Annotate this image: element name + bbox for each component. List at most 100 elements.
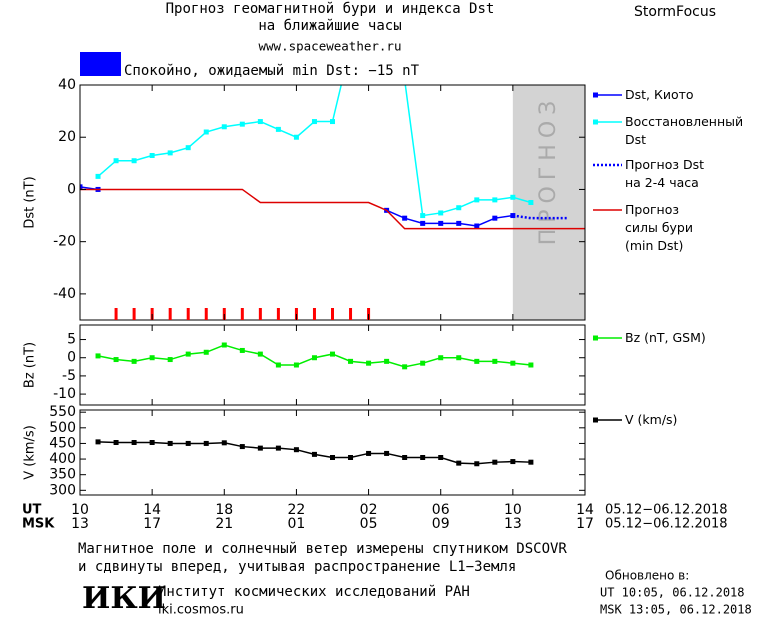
legend-label: V (km/s) [625, 412, 678, 427]
y-tick-label: 20 [58, 129, 76, 145]
point [257, 119, 263, 125]
x-tick-label: 13 [71, 516, 89, 532]
point [257, 351, 263, 357]
x-tick-label: 10 [71, 502, 89, 518]
point [474, 461, 480, 467]
point [348, 455, 354, 460]
point [492, 459, 498, 465]
point [510, 459, 516, 465]
legend-label: Dst, Киото [625, 87, 694, 102]
x-tick-label: 18 [215, 502, 233, 518]
footer-note: Магнитное поле и солнечный ветер измерен… [78, 541, 567, 575]
status-swatch [80, 52, 121, 76]
point [239, 347, 245, 353]
y-tick-label: 40 [58, 77, 76, 93]
y-tick-label: 550 [49, 404, 76, 420]
point [492, 358, 498, 364]
point [492, 197, 498, 203]
y-tick-label: 450 [49, 435, 76, 451]
x-tick-label: 14 [576, 502, 594, 518]
plot-area: ПРОГНОЗ [80, 85, 585, 320]
y-tick-label: 5 [67, 332, 76, 348]
point [275, 126, 281, 132]
x-tick-label: 05 [360, 516, 378, 532]
point [293, 134, 299, 140]
y-tick-label: 500 [49, 420, 76, 436]
url: www.spaceweather.ru [259, 39, 402, 54]
x-tick-label: 17 [143, 516, 161, 532]
point [510, 194, 516, 200]
status-text: Спокойно, ожидаемый min Dst: −15 nT [124, 63, 420, 79]
range-label: 05.12−06.12.2018 [605, 517, 728, 532]
point [528, 362, 534, 368]
point [185, 351, 191, 357]
forecast-region [512, 85, 585, 320]
updated-ut: UT 10:05, 06.12.2018 [600, 586, 745, 600]
x-axis-label: UT [22, 503, 42, 518]
point [275, 362, 281, 368]
point [528, 459, 534, 465]
x-tick-label: 02 [360, 502, 378, 518]
legend-label: Прогноз силы бури (min Dst) [625, 202, 693, 253]
point [456, 205, 462, 211]
panel-frame [79, 409, 586, 496]
point [221, 124, 227, 130]
x-tick-label: 06 [432, 502, 450, 518]
point [95, 439, 101, 445]
point [113, 357, 119, 363]
y-tick-label: 300 [49, 482, 76, 498]
point [474, 223, 480, 229]
point [149, 153, 155, 158]
point [95, 173, 101, 179]
point [149, 355, 155, 361]
point [438, 455, 444, 460]
y-tick-label: -10 [53, 386, 76, 402]
x-tick-label: 14 [143, 502, 161, 518]
point [420, 455, 426, 460]
y-tick-label: 0 [67, 350, 76, 366]
point [131, 440, 137, 445]
forecast-label: ПРОГНОЗ [536, 95, 561, 246]
point [311, 451, 317, 457]
point [185, 145, 191, 151]
plot-area [95, 342, 534, 370]
point [149, 440, 155, 445]
point [293, 447, 299, 453]
point [311, 119, 317, 125]
legend-marker [593, 92, 598, 98]
updated: Обновлено в: [605, 569, 689, 583]
point [456, 220, 462, 226]
point [474, 197, 480, 203]
point [402, 364, 408, 370]
point [384, 358, 390, 364]
institute: Институт космических исследований РАН [158, 584, 470, 600]
site: iki.cosmos.ru [158, 603, 244, 618]
point [438, 355, 444, 361]
point [239, 121, 245, 127]
point [402, 455, 408, 460]
series-line [512, 214, 567, 220]
y-tick-label: -40 [53, 286, 76, 302]
point [366, 360, 372, 366]
legend-marker [593, 417, 598, 423]
point [131, 158, 137, 164]
series-line [80, 186, 513, 227]
point [167, 150, 173, 156]
point [492, 215, 498, 221]
point [528, 200, 534, 205]
x-tick-label: 10 [504, 502, 522, 518]
point [203, 129, 209, 135]
point [456, 460, 462, 466]
point [167, 357, 173, 363]
point [80, 184, 83, 190]
legend-label: Восстановленный Dst [625, 114, 744, 147]
title: Прогноз геомагнитной бури и индекса Dst … [165, 1, 495, 34]
point [456, 355, 462, 361]
y-axis-label: V (km/s) [23, 425, 38, 480]
point [293, 362, 299, 368]
legend-label: Bz (nT, GSM) [625, 330, 706, 345]
x-tick-label: 17 [576, 516, 594, 532]
point [113, 440, 119, 445]
